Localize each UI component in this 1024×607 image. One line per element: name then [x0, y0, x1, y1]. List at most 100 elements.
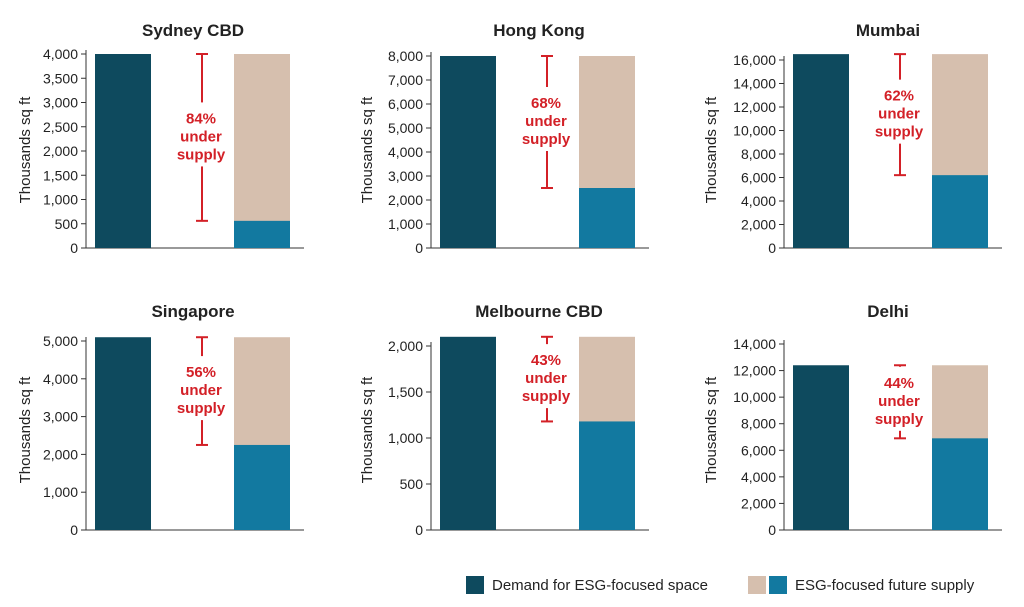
legend: Demand for ESG-focused space ESG-focused… [466, 574, 974, 596]
legend-item-demand: Demand for ESG-focused space [466, 576, 708, 594]
bar-future-supply [579, 188, 635, 248]
y-tick-label: 5,000 [388, 120, 423, 136]
bar-demand [95, 337, 151, 530]
legend-swatch-supply-total [747, 576, 766, 594]
bar-future-supply [234, 444, 290, 530]
y-axis-label: Thousands sq ft [17, 96, 34, 204]
chart-0: Sydney CBD Thousands sq ft 0 500 1,000 1,500 2… [17, 21, 304, 256]
y-tick-label: 6,000 [741, 170, 776, 186]
y-tick-label: 12,000 [733, 363, 776, 379]
y-tick-label: 2,000 [43, 446, 78, 462]
y-tick-label: 0 [768, 240, 776, 256]
chart-title: Hong Kong [493, 21, 585, 40]
bar-future-supply [579, 421, 635, 530]
y-tick-label: 8,000 [741, 416, 776, 432]
y-tick-label: 16,000 [733, 52, 776, 68]
y-tick-label: 3,000 [388, 168, 423, 184]
annotation-text: under [525, 370, 567, 387]
y-axis-label: Thousands sq ft [359, 376, 376, 484]
y-tick-label: 2,000 [43, 143, 78, 159]
annotation-text: supply [522, 388, 571, 405]
y-tick-label: 2,000 [741, 217, 776, 233]
y-tick-label: 8,000 [388, 48, 423, 64]
y-tick-label: 1,000 [43, 484, 78, 500]
y-tick-label: 10,000 [733, 389, 776, 405]
y-axis-label: Thousands sq ft [703, 376, 720, 484]
annotation-text: under [525, 113, 567, 130]
chart-3: Singapore Thousands sq ft 0 1,000 2,000 3,000… [17, 302, 304, 538]
bar-future-supply [234, 220, 290, 248]
legend-swatch-demand [466, 576, 484, 594]
y-tick-label: 1,000 [43, 192, 78, 208]
y-axis-label: Thousands sq ft [703, 96, 720, 204]
y-tick-label: 0 [415, 522, 423, 538]
y-tick-label: 0 [415, 240, 423, 256]
y-tick-label: 500 [55, 216, 79, 232]
annotation-text: supply [875, 411, 924, 428]
y-tick-label: 2,500 [43, 119, 78, 135]
y-tick-label: 4,000 [43, 371, 78, 387]
bar-future-supply [932, 438, 988, 530]
chart-title: Mumbai [856, 21, 920, 40]
legend-label-supply: ESG-focused future supply [794, 576, 975, 594]
bar-demand [793, 365, 849, 530]
annotation-text: supply [177, 146, 226, 163]
y-tick-label: 7,000 [388, 72, 423, 88]
chart-2: Mumbai Thousands sq ft 0 2,000 4,000 6,000 8,0… [703, 21, 1002, 256]
annotation-text: under [878, 393, 920, 410]
annotation-text: supply [522, 131, 571, 148]
bar-demand [793, 54, 849, 248]
y-axis-label: Thousands sq ft [359, 96, 376, 204]
y-tick-label: 14,000 [733, 336, 776, 352]
chart-5: Delhi Thousands sq ft 0 2,000 4,000 6,000 8,00… [703, 302, 1002, 538]
y-tick-label: 3,000 [43, 95, 78, 111]
y-tick-label: 1,000 [388, 216, 423, 232]
annotation-text: 62% [884, 88, 914, 105]
bar-future-supply [932, 175, 988, 248]
bar-demand [440, 56, 496, 248]
bar-demand [95, 54, 151, 248]
y-tick-label: 0 [768, 522, 776, 538]
chart-title: Delhi [867, 302, 909, 321]
y-tick-label: 0 [70, 522, 78, 538]
bar-undersupply-gap [234, 54, 290, 248]
y-tick-label: 12,000 [733, 99, 776, 115]
y-tick-label: 500 [400, 476, 424, 492]
y-tick-label: 2,000 [388, 192, 423, 208]
y-tick-label: 14,000 [733, 76, 776, 92]
y-tick-label: 4,000 [741, 193, 776, 209]
annotation-text: under [180, 128, 222, 145]
y-tick-label: 3,000 [43, 409, 78, 425]
y-tick-label: 1,000 [388, 430, 423, 446]
y-tick-label: 2,000 [388, 338, 423, 354]
bar-demand [440, 336, 496, 530]
legend-label-demand: Demand for ESG-focused space [492, 576, 708, 594]
annotation-text: 43% [531, 352, 561, 369]
annotation-text: 68% [531, 95, 561, 112]
annotation-text: under [878, 106, 920, 123]
chart-title: Singapore [151, 302, 234, 321]
y-axis-label: Thousands sq ft [17, 376, 34, 484]
legend-swatch-supply-esg [768, 576, 787, 594]
chart-title: Sydney CBD [142, 21, 244, 40]
legend-item-supply: ESG-focused future supply [747, 576, 975, 594]
y-tick-label: 0 [70, 240, 78, 256]
annotation-text: supply [177, 400, 226, 417]
annotation-text: under [180, 382, 222, 399]
y-tick-label: 4,000 [741, 469, 776, 485]
y-tick-label: 1,500 [43, 167, 78, 183]
annotation-text: supply [875, 124, 924, 141]
y-tick-label: 5,000 [43, 333, 78, 349]
y-tick-label: 6,000 [741, 442, 776, 458]
chart-title: Melbourne CBD [475, 302, 603, 321]
annotation-text: 84% [186, 110, 216, 127]
y-tick-label: 1,500 [388, 384, 423, 400]
chart-1: Hong Kong Thousands sq ft 0 1,000 2,000 3,000… [359, 21, 649, 256]
y-tick-label: 10,000 [733, 123, 776, 139]
annotation-text: 56% [186, 364, 216, 381]
y-tick-label: 8,000 [741, 146, 776, 162]
y-tick-label: 2,000 [741, 495, 776, 511]
y-tick-label: 3,500 [43, 70, 78, 86]
y-tick-label: 4,000 [43, 46, 78, 62]
